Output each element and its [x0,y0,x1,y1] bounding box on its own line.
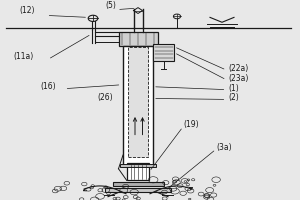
Text: (26): (26) [97,93,113,102]
Text: (5): (5) [106,1,116,10]
Bar [112,182,164,186]
Bar [118,32,158,46]
Bar [123,46,153,165]
Bar [120,164,156,167]
Text: (23a): (23a) [228,74,248,83]
Text: (12): (12) [19,6,35,15]
Text: (3a): (3a) [216,143,232,152]
Bar [127,163,149,180]
Text: (19): (19) [183,120,199,129]
Text: (1): (1) [228,84,239,93]
Bar [105,188,171,192]
Bar [128,47,148,157]
Text: (22a): (22a) [228,64,248,73]
Text: (16): (16) [40,82,56,91]
Text: (2): (2) [228,93,239,102]
Text: (11a): (11a) [14,52,34,61]
Bar [153,44,174,61]
